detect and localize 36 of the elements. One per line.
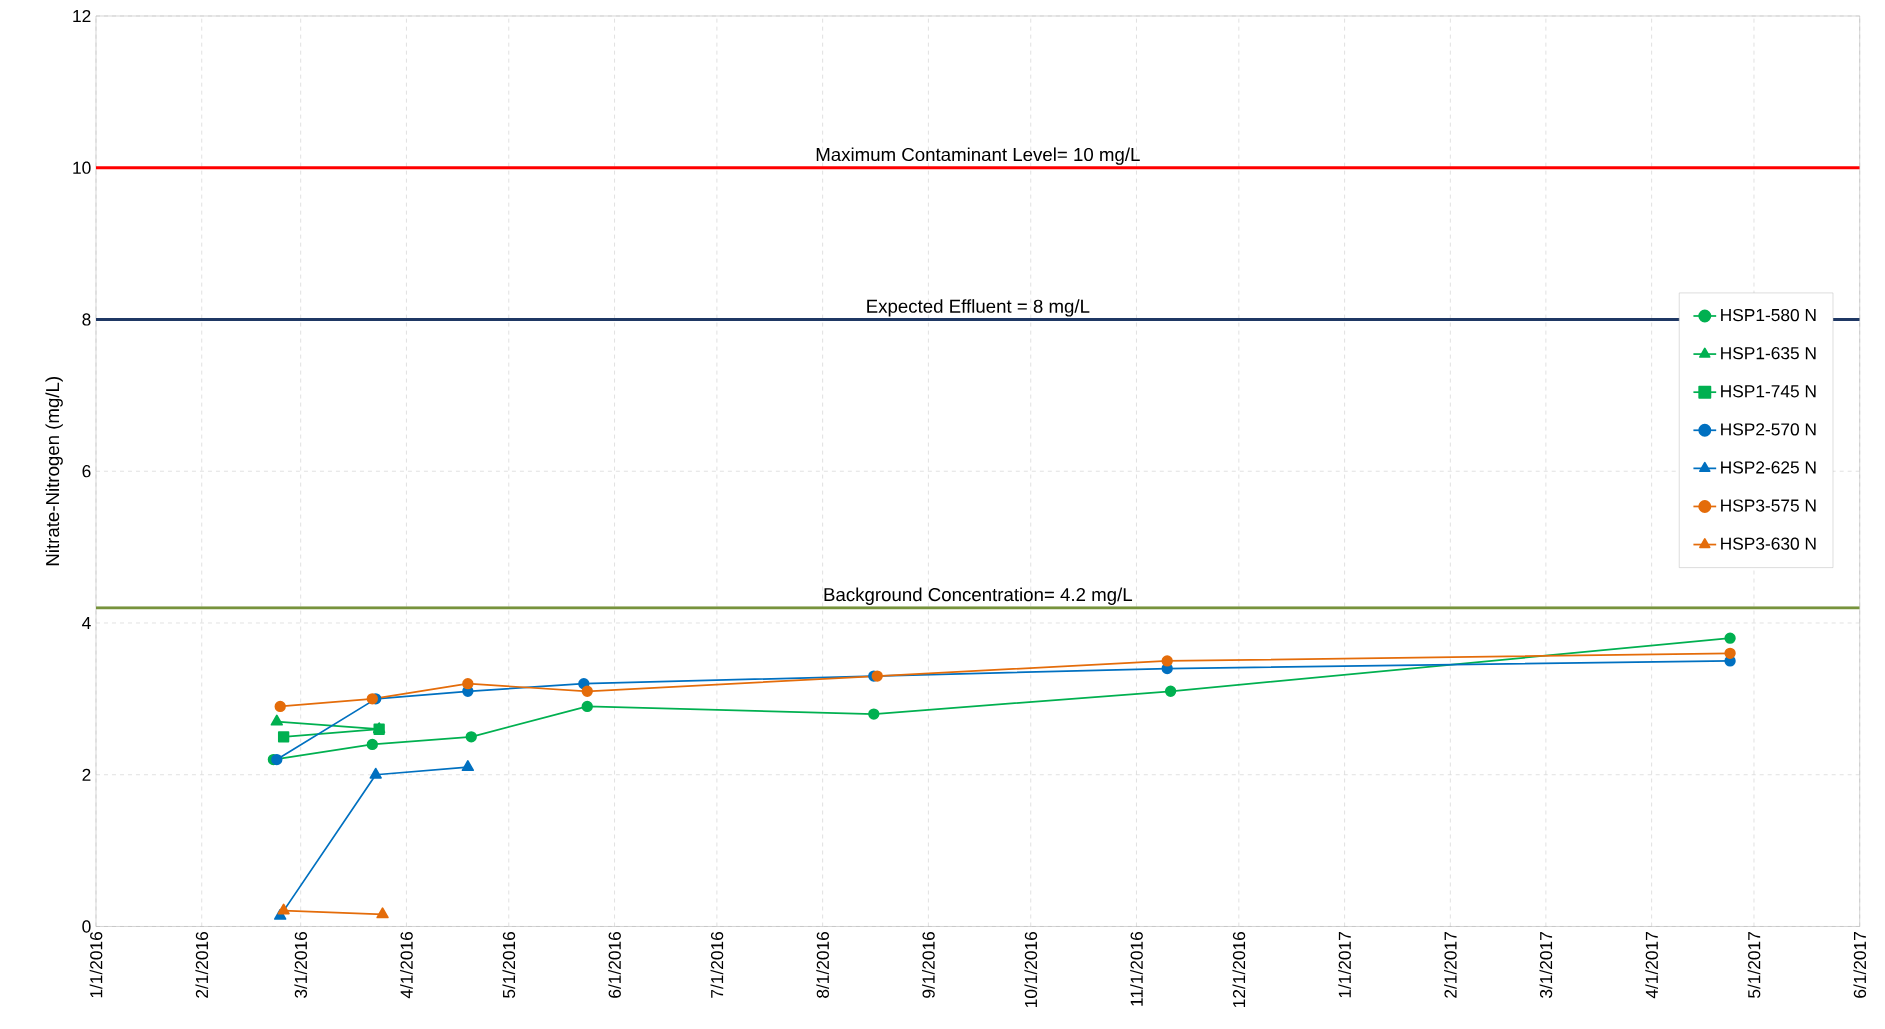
x-tick-label: 10/1/2016 bbox=[1024, 931, 1038, 1007]
legend-label: HSP1-745 N bbox=[1721, 385, 1816, 398]
x-tick-label: 8/1/2016 bbox=[816, 931, 829, 998]
x-tick-label: 3/1/2016 bbox=[294, 931, 308, 998]
y-tick-label: 10 bbox=[73, 161, 91, 174]
y-tick-label: 6 bbox=[82, 465, 91, 478]
y-tick-label: 0 bbox=[82, 920, 91, 933]
x-tick-label: 5/1/2016 bbox=[502, 931, 516, 998]
x-tick-label: 4/1/2016 bbox=[400, 931, 413, 999]
x-tick-label: 2/1/2017 bbox=[1443, 932, 1457, 998]
x-tick-label: 7/1/2016 bbox=[710, 931, 724, 998]
y-axis-title: Nitrate-Nitrogen (mg/L) bbox=[45, 376, 63, 566]
legend-label: HSP1-635 N bbox=[1721, 346, 1816, 360]
legend-label: HSP1-580 N bbox=[1721, 308, 1816, 322]
legend-label: HSP3-575 N bbox=[1721, 499, 1816, 512]
x-tick-label: 1/1/2017 bbox=[1338, 932, 1351, 998]
legend-label: HSP3-630 N bbox=[1721, 537, 1816, 550]
legend-label: HSP2-625 N bbox=[1721, 461, 1816, 474]
y-tick-label: 12 bbox=[73, 9, 91, 22]
y-tick-label: 2 bbox=[82, 768, 91, 781]
y-tick-label: 8 bbox=[82, 313, 91, 326]
ref-line-label: Maximum Contaminant Level= 10 mg/L bbox=[816, 147, 1140, 165]
ref-line-label: Expected Effluent = 8 mg/L bbox=[867, 299, 1090, 317]
x-tick-label: 6/1/2016 bbox=[608, 931, 621, 998]
x-tick-label: 11/1/2016 bbox=[1130, 931, 1143, 1006]
x-tick-label: 2/1/2016 bbox=[195, 931, 209, 998]
x-tick-label: 6/1/2017 bbox=[1853, 932, 1867, 998]
x-tick-label: 1/1/2016 bbox=[89, 931, 103, 998]
legend-label: HSP2-570 N bbox=[1721, 423, 1816, 436]
x-tick-label: 3/1/2017 bbox=[1539, 932, 1553, 998]
x-tick-label: 9/1/2016 bbox=[922, 931, 935, 998]
x-tick-label: 4/1/2017 bbox=[1645, 932, 1658, 999]
ref-line-label: Background Concentration= 4.2 mg/L bbox=[824, 587, 1133, 605]
x-tick-label: 5/1/2017 bbox=[1747, 932, 1761, 998]
y-tick-label: 4 bbox=[82, 616, 91, 629]
x-tick-label: 12/1/2016 bbox=[1232, 931, 1246, 1007]
